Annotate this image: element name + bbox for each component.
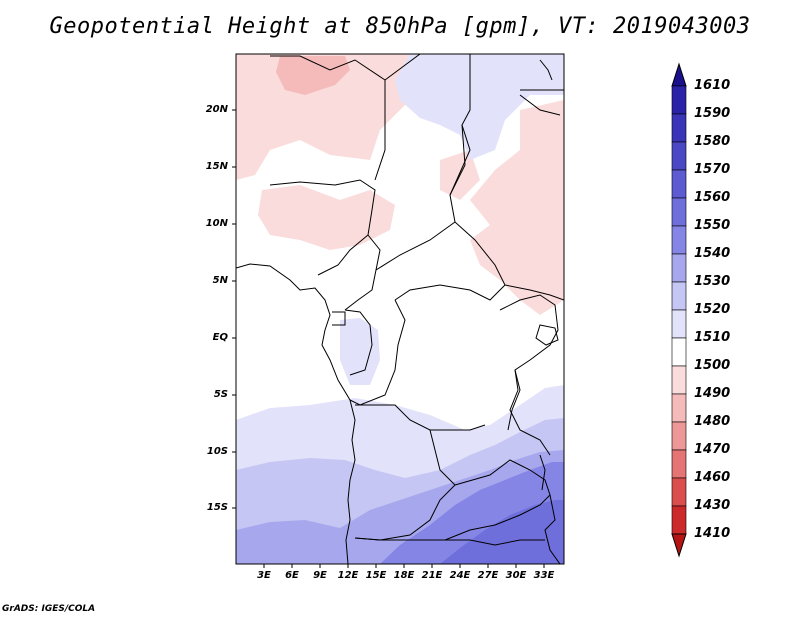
coastline-west xyxy=(236,263,356,564)
colorbar-swatch xyxy=(671,281,687,311)
colorbar-swatch xyxy=(671,197,687,227)
colorbar-level-label: 1540 xyxy=(694,246,731,261)
border-congo xyxy=(344,309,373,376)
colorbar-level-label: 1520 xyxy=(694,302,731,317)
border-nigeria xyxy=(269,179,376,276)
colorbar-swatch xyxy=(671,113,687,143)
colorbar-swatch xyxy=(671,421,687,451)
border-car xyxy=(375,221,506,301)
border-drc-angola xyxy=(355,404,486,431)
colorbar-swatch xyxy=(671,337,687,367)
lon-label-15e: 15E xyxy=(365,570,387,581)
colorbar-swatch xyxy=(671,225,687,255)
lon-label-21e: 21E xyxy=(421,570,443,581)
colorbar-level-label: 1460 xyxy=(694,470,731,485)
chart-title: Geopotential Height at 850hPa [gpm], VT:… xyxy=(49,14,751,39)
lat-label-15n: 15N xyxy=(205,161,228,172)
border-niger-chad xyxy=(384,54,471,196)
colorbar-swatch xyxy=(671,141,687,171)
colorbar-swatch xyxy=(671,477,687,507)
lat-label-15s: 15S xyxy=(206,502,228,513)
lon-label-24e: 24E xyxy=(449,570,471,581)
lat-label-eq: EQ xyxy=(212,332,228,343)
lat-label-10n: 10N xyxy=(205,218,228,229)
border-gabon xyxy=(332,311,346,326)
colorbar-swatch xyxy=(671,253,687,283)
colorbar-level-label: 1510 xyxy=(694,330,731,345)
lake-victoria xyxy=(535,324,559,346)
colorbar-level-label: 1590 xyxy=(694,106,731,121)
lon-label-6e: 6E xyxy=(285,570,299,581)
grads-credit: GrADS: IGES/COLA xyxy=(2,604,96,614)
lon-label-12e: 12E xyxy=(337,570,359,581)
shade-1560-south xyxy=(440,500,564,564)
lat-label-5s: 5S xyxy=(213,389,228,400)
shade-1520-congo xyxy=(340,318,380,385)
colorbar-level-label: 1480 xyxy=(694,414,731,429)
border-east xyxy=(499,294,559,456)
shade-1500-west xyxy=(258,185,395,250)
colorbar-level-label: 1490 xyxy=(694,386,731,401)
colorbar-swatch xyxy=(671,85,687,115)
colorbar-swatch xyxy=(671,309,687,339)
colorbar-level-label: 1500 xyxy=(694,358,731,373)
lon-label-9e: 9E xyxy=(313,570,327,581)
border-sudan-south xyxy=(470,54,564,301)
colorbar-level-label: 1570 xyxy=(694,162,731,177)
colorbar-level-label: 1470 xyxy=(694,442,731,457)
lon-label-3e: 3E xyxy=(257,570,271,581)
shade-1490-north xyxy=(276,56,350,95)
map-frame xyxy=(235,53,565,565)
colorbar-swatch xyxy=(671,505,687,535)
colorbar-level-label: 1610 xyxy=(694,78,731,93)
shade-1520-northeast xyxy=(395,54,564,160)
lat-label-5n: 5N xyxy=(212,275,228,286)
border-angola-zambia xyxy=(354,429,456,541)
colorbar-swatch xyxy=(671,449,687,479)
colorbar-level-label: 1410 xyxy=(694,526,731,541)
lon-label-27e: 27E xyxy=(477,570,499,581)
border-mozambique xyxy=(544,494,561,564)
colorbar-swatch xyxy=(671,365,687,395)
lon-label-33e: 33E xyxy=(533,570,555,581)
colorbar-level-label: 1530 xyxy=(694,274,731,289)
lat-label-20n: 20N xyxy=(205,104,228,115)
colorbar-swatch xyxy=(671,169,687,199)
colorbar-level-label: 1580 xyxy=(694,134,731,149)
lon-label-30e: 30E xyxy=(505,570,527,581)
colorbar-level-label: 1430 xyxy=(694,498,731,513)
axis-ticks xyxy=(232,109,545,568)
border-chad-sudan xyxy=(449,124,471,223)
lat-label-10s: 10S xyxy=(206,446,228,457)
colorbar-top-arrow xyxy=(671,62,687,87)
colorbar-level-label: 1560 xyxy=(694,190,731,205)
shade-1500-east xyxy=(470,100,564,315)
colorbar-swatch xyxy=(671,393,687,423)
lon-label-18e: 18E xyxy=(393,570,415,581)
country-borders xyxy=(236,54,564,564)
border-mali-niger xyxy=(270,55,386,181)
lake-malawi xyxy=(539,454,546,491)
border-ethiopia xyxy=(519,59,561,116)
colorbar-bottom-arrow xyxy=(671,533,687,558)
colorbar xyxy=(671,62,687,558)
lake-tanganyika xyxy=(507,369,521,431)
border-namibia xyxy=(354,537,545,546)
colorbar-level-label: 1550 xyxy=(694,218,731,233)
border-cameroon xyxy=(344,234,381,311)
